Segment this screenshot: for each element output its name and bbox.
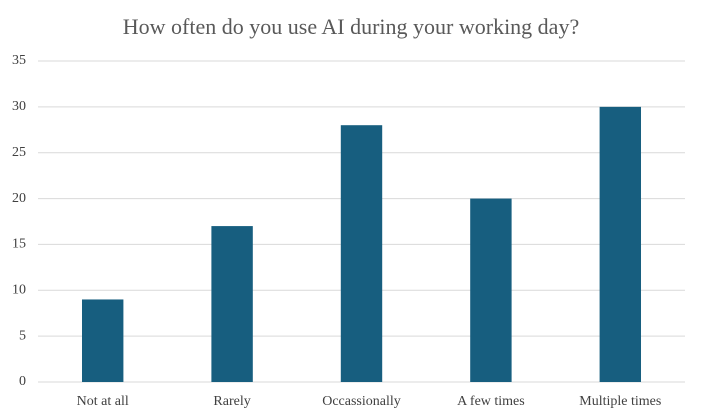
y-tick-label: 5 [19, 328, 26, 343]
x-tick-label: Rarely [213, 394, 250, 409]
y-tick-label: 10 [12, 283, 26, 298]
y-tick-label: 0 [19, 374, 26, 389]
y-tick-label: 15 [12, 237, 26, 252]
bar [211, 226, 253, 382]
y-tick-label: 30 [12, 99, 26, 114]
y-tick-label: 20 [12, 191, 26, 206]
chart-title: How often do you use AI during your work… [123, 14, 579, 39]
bar [470, 198, 512, 382]
y-tick-label: 25 [12, 145, 26, 160]
bar [81, 299, 124, 382]
x-tick-label: Multiple times [579, 394, 661, 409]
y-tick-label: 35 [12, 53, 26, 68]
x-tick-label: Occassionally [322, 394, 401, 409]
bar [340, 125, 383, 382]
x-tick-label: Not at all [77, 394, 129, 409]
x-tick-label: A few times [457, 394, 525, 409]
bar [599, 106, 642, 382]
